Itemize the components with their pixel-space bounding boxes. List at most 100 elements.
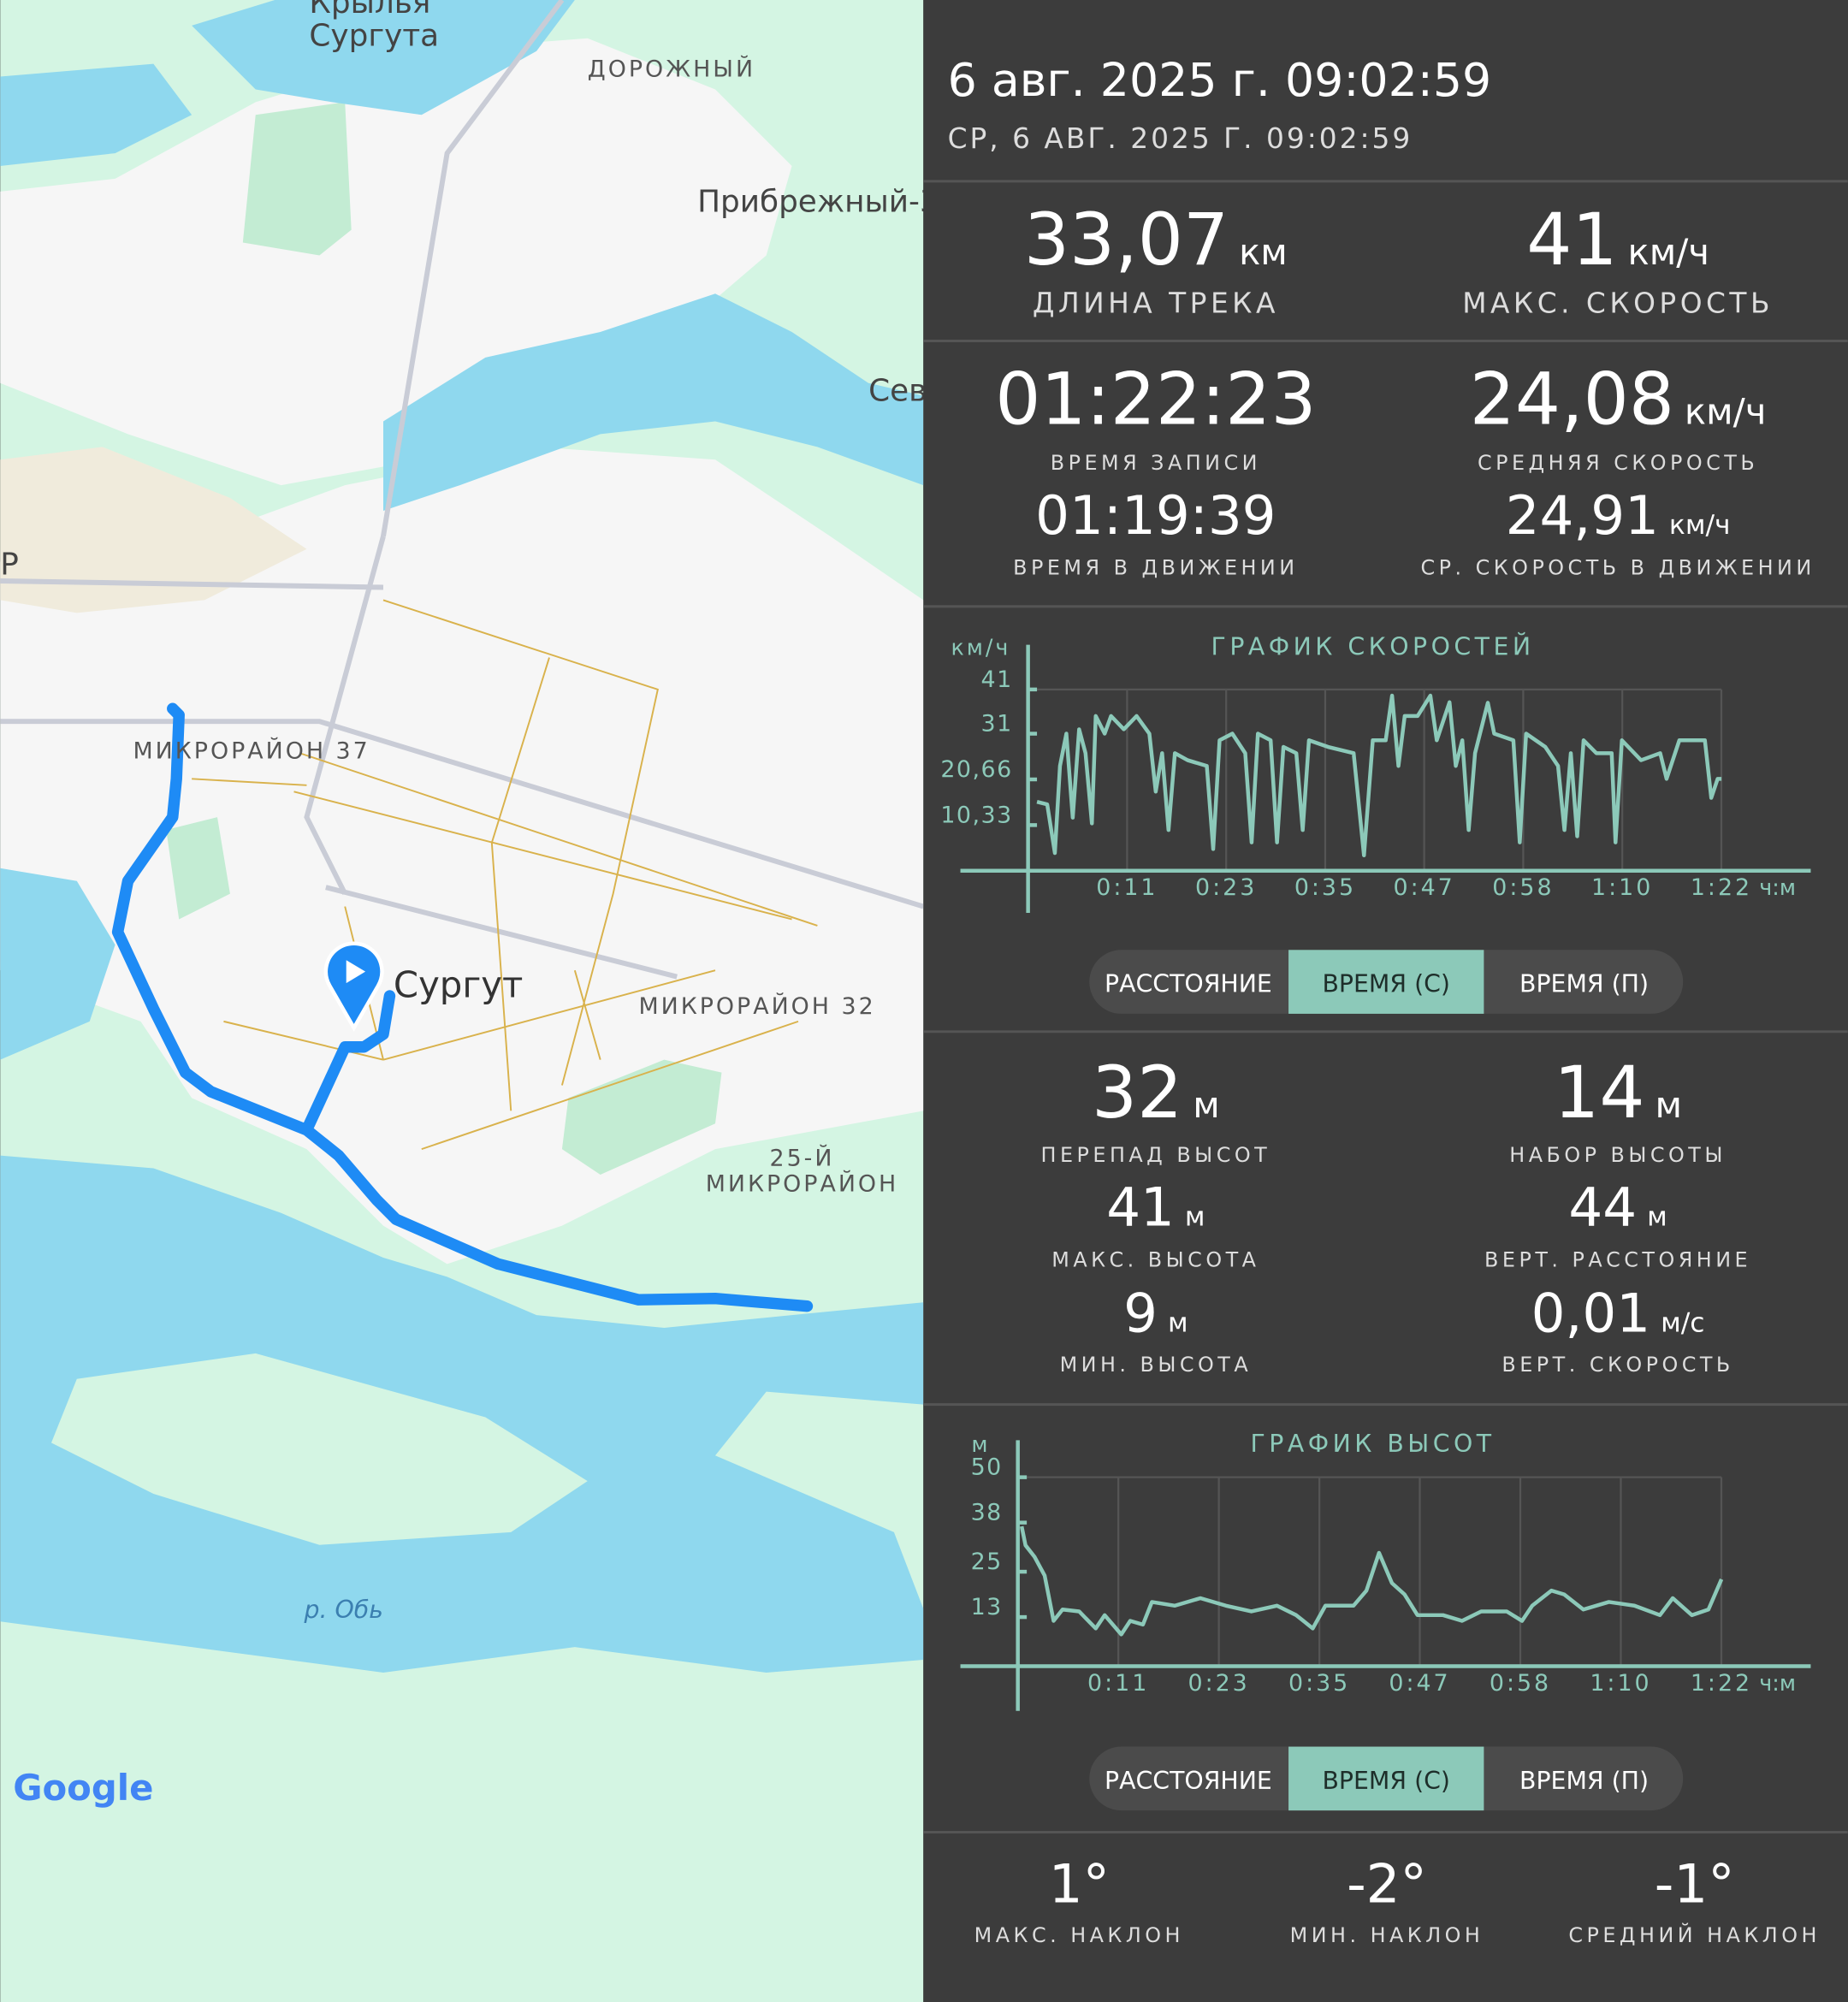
map-label: МИКРОРАЙОН bbox=[706, 1170, 899, 1197]
stat-value: 0,01 м/с bbox=[1531, 1282, 1705, 1345]
map-label: Сургута bbox=[309, 19, 439, 54]
y-tick-label: 50 bbox=[971, 1454, 1003, 1481]
stat-number: 9 bbox=[1123, 1282, 1158, 1345]
stat-unit: м bbox=[1655, 1084, 1682, 1126]
stat-unit: км/ч bbox=[1669, 510, 1731, 541]
x-tick-label: 0:11 bbox=[1087, 1670, 1149, 1697]
stat-value: 24,08 км/ч bbox=[1470, 357, 1767, 441]
y-tick-label: 10,33 bbox=[940, 802, 1012, 828]
mode-selected bbox=[1288, 950, 1484, 1014]
park bbox=[242, 102, 352, 256]
stat-label: ПЕРЕПАД ВЫСОТ bbox=[1041, 1143, 1271, 1167]
x-tick-label: 1:22 bbox=[1691, 1670, 1752, 1697]
stat-label: НАБОР ВЫСОТЫ bbox=[1509, 1143, 1727, 1167]
stat-value: -2° bbox=[1347, 1853, 1427, 1916]
stat-label: ВЕРТ. РАССТОЯНИЕ bbox=[1484, 1247, 1751, 1271]
map-label: Сургут bbox=[394, 964, 523, 1006]
data-line bbox=[1036, 693, 1722, 857]
map-label: Крылья bbox=[309, 0, 430, 21]
x-tick-label: 0:11 bbox=[1096, 874, 1158, 901]
data-line bbox=[1019, 1525, 1724, 1637]
water bbox=[0, 868, 116, 1060]
stat-label: СРЕДНЯЯ СКОРОСТЬ bbox=[1478, 451, 1758, 475]
y-tick-label: 25 bbox=[971, 1549, 1003, 1575]
y-tick-label: 13 bbox=[971, 1594, 1003, 1620]
separators bbox=[923, 180, 1848, 1834]
stat-unit: км/ч bbox=[1627, 231, 1709, 273]
x-tick-label: 0:35 bbox=[1294, 874, 1356, 901]
map-label: МИКРОРАЙОН 37 bbox=[133, 737, 370, 764]
y-tick-label: 38 bbox=[971, 1500, 1003, 1526]
x-tick-label: 1:10 bbox=[1590, 1670, 1651, 1697]
map[interactable]: Крылья Сургута ДОРОЖНЫЙ Прибрежный-3 Сев… bbox=[0, 0, 945, 2002]
x-tick-label: 0:58 bbox=[1492, 874, 1554, 901]
pin-icon bbox=[346, 960, 366, 984]
x-tick-label: 0:47 bbox=[1389, 1670, 1450, 1697]
urban bbox=[0, 447, 924, 1265]
island bbox=[50, 1353, 588, 1545]
chart-title: ГРАФИК СКОРОСТЕЙ bbox=[1211, 632, 1535, 661]
mode-button[interactable]: РАССТОЯНИЕ bbox=[1105, 970, 1272, 998]
stat-number: 01:22:23 bbox=[995, 357, 1316, 441]
stat-unit: км/ч bbox=[1685, 390, 1766, 432]
stat-number: 41 bbox=[1526, 198, 1617, 281]
mode-button[interactable]: РАССТОЯНИЕ bbox=[1105, 1767, 1272, 1795]
stat-label: ВЕРТ. СКОРОСТЬ bbox=[1502, 1353, 1733, 1377]
map-label: ДОРОЖНЫЙ bbox=[588, 56, 755, 83]
start-pin[interactable] bbox=[323, 941, 384, 1032]
chart-title: ГРАФИК ВЫСОТ bbox=[1251, 1430, 1496, 1458]
google-logo: Google bbox=[13, 1767, 153, 1809]
stat-number: 0,01 bbox=[1531, 1282, 1651, 1345]
x-tick-label: 0:35 bbox=[1288, 1670, 1350, 1697]
stat-unit: м bbox=[1168, 1308, 1188, 1339]
stat-label: ВРЕМЯ В ДВИЖЕНИИ bbox=[1013, 556, 1298, 580]
stat-value: 24,91 км/ч bbox=[1506, 484, 1731, 547]
stat-label: МАКС. СКОРОСТЬ bbox=[1462, 287, 1774, 320]
map-label: Р bbox=[0, 548, 19, 583]
mode-button[interactable]: ВРЕМЯ (С) bbox=[1322, 1767, 1450, 1795]
y-tick-label: 41 bbox=[981, 666, 1013, 693]
stat-value: 01:22:23 bbox=[995, 357, 1316, 441]
stat-number: 01:19:39 bbox=[1035, 484, 1276, 547]
stat-number: 41 bbox=[1106, 1176, 1175, 1239]
stat-unit: м bbox=[1647, 1202, 1667, 1233]
stat-number: 24,08 bbox=[1470, 357, 1674, 441]
map-label: Прибрежный-3 bbox=[697, 185, 939, 220]
mode-button[interactable]: ВРЕМЯ (С) bbox=[1322, 970, 1450, 998]
stat-label: МИН. НАКЛОН bbox=[1290, 1923, 1484, 1947]
x-axis-label: ч:м bbox=[1759, 1670, 1796, 1696]
stat-unit: м bbox=[1193, 1084, 1220, 1126]
x-axis-label: ч:м bbox=[1759, 874, 1796, 900]
x-tick-label: 0:58 bbox=[1490, 1670, 1551, 1697]
x-tick-label: 1:10 bbox=[1591, 874, 1653, 901]
mode-button[interactable]: ВРЕМЯ (П) bbox=[1519, 1767, 1649, 1795]
stat-value: 41 км/ч bbox=[1526, 198, 1709, 281]
stat-value: 41 м bbox=[1106, 1176, 1205, 1239]
sand bbox=[0, 447, 307, 613]
stat-number: 32 bbox=[1092, 1051, 1182, 1134]
stat-value: -1° bbox=[1655, 1853, 1735, 1916]
stat-label: СРЕДНИЙ НАКЛОН bbox=[1568, 1923, 1821, 1947]
stat-unit: м/с bbox=[1661, 1308, 1704, 1339]
stat-value: 1° bbox=[1049, 1853, 1110, 1916]
route bbox=[111, 702, 814, 1312]
map-label: 25-Й bbox=[770, 1145, 835, 1172]
stat-unit: км bbox=[1239, 231, 1288, 273]
mode-button[interactable]: ВРЕМЯ (П) bbox=[1519, 970, 1649, 998]
map-label: р. Обь bbox=[303, 1596, 383, 1624]
date-subtitle: СР, 6 АВГ. 2025 Г. 09:02:59 bbox=[948, 122, 1413, 155]
water bbox=[382, 293, 924, 511]
urban bbox=[0, 38, 792, 486]
park bbox=[166, 817, 230, 920]
stat-number: 33,07 bbox=[1024, 198, 1229, 281]
stat-label: МИН. ВЫСОТА bbox=[1060, 1353, 1253, 1377]
stat-label: МАКС. ВЫСОТА bbox=[1051, 1247, 1259, 1271]
y-tick-label: 31 bbox=[981, 711, 1013, 737]
x-tick-label: 1:22 bbox=[1691, 874, 1752, 901]
water bbox=[192, 0, 575, 116]
x-tick-label: 0:47 bbox=[1394, 874, 1455, 901]
x-tick-label: 0:23 bbox=[1188, 1670, 1250, 1697]
